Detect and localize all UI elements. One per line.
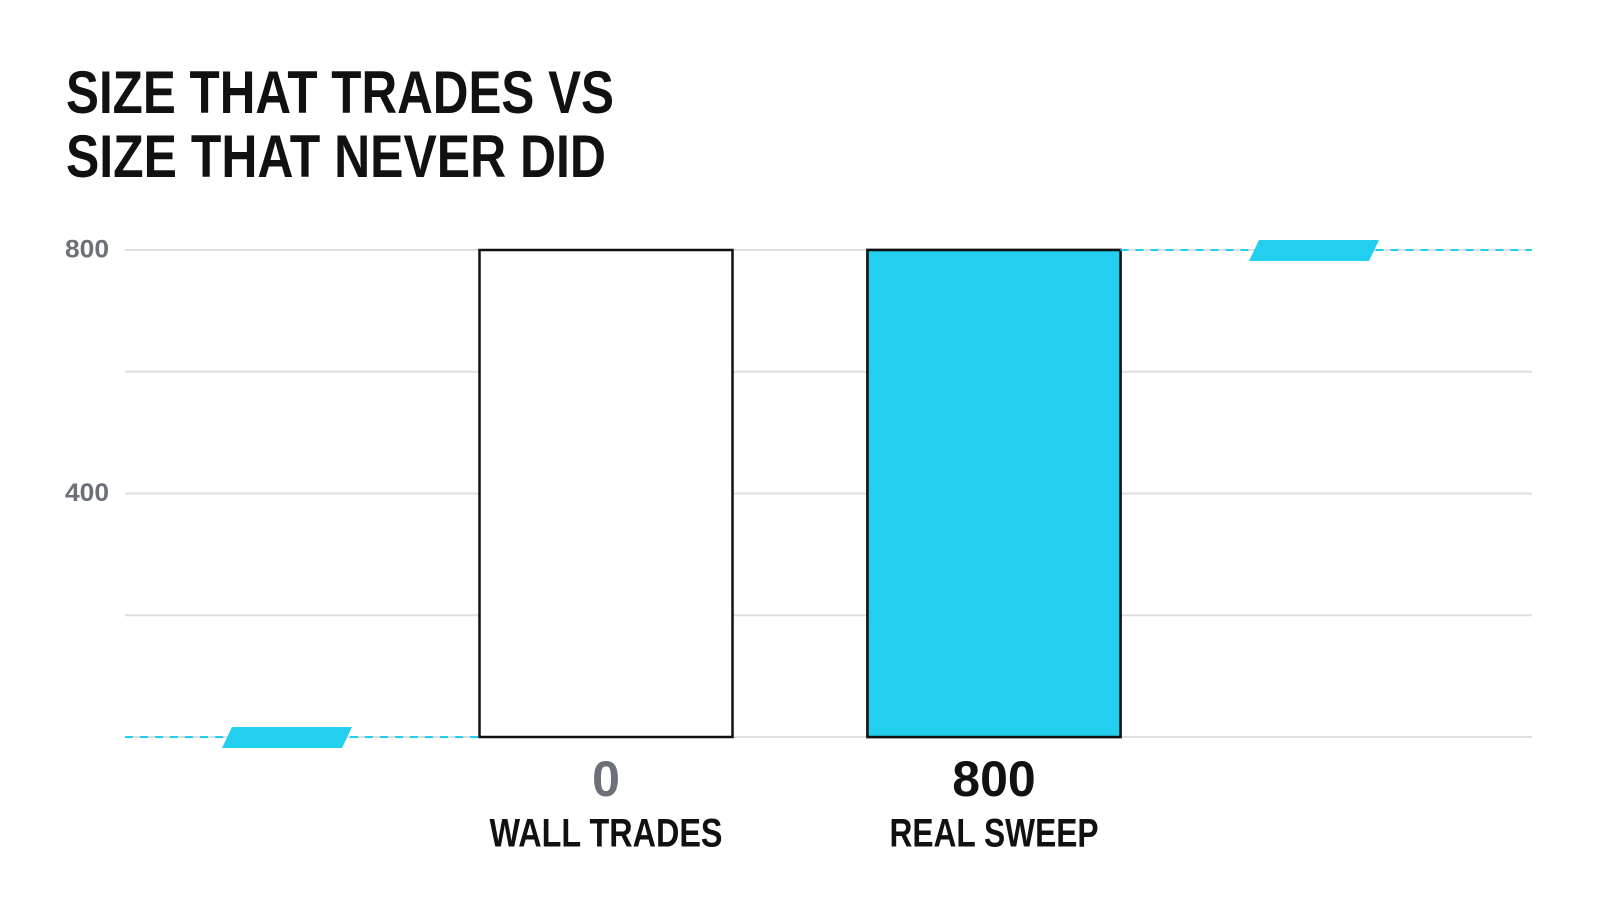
x-tick-label: REAL SWEEP — [890, 812, 1099, 856]
chart-title: SIZE THAT NEVER DID — [66, 123, 606, 190]
value-label: 0 — [592, 751, 620, 807]
x-tick-label: WALL TRADES — [490, 812, 723, 856]
level-tab — [1249, 240, 1379, 261]
chart-title: SIZE THAT TRADES VS — [66, 59, 614, 126]
bar-frame — [478, 248, 734, 739]
bar — [866, 248, 1122, 739]
y-tick-label: 400 — [65, 479, 109, 507]
level-tab — [222, 727, 352, 748]
value-label: 800 — [952, 751, 1035, 807]
y-tick-label: 800 — [65, 236, 109, 264]
